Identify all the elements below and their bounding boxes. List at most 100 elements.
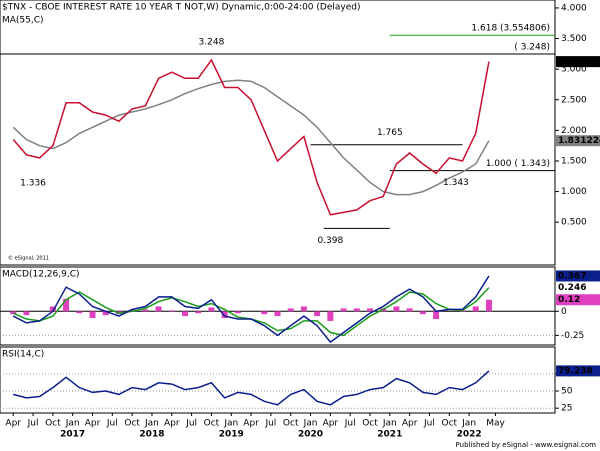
y-tick-label: 0 <box>561 307 567 317</box>
histogram-bar <box>340 308 347 312</box>
y-tick-label: 1.500 <box>561 156 587 166</box>
histogram-bar <box>129 309 136 312</box>
y-tick-label: 0.500 <box>561 218 587 228</box>
x-tick-label: Jul <box>423 419 435 429</box>
x-tick-label: Oct <box>442 419 458 429</box>
last-value-box <box>556 56 600 68</box>
x-tick-label: Oct <box>283 419 299 429</box>
histogram-bar <box>10 311 17 315</box>
x-tick-label: Jul <box>344 419 356 429</box>
annotation: 0.398 <box>317 236 343 246</box>
last-value-box <box>556 365 600 377</box>
chart-title: $TNX - CBOE INTEREST RATE 10 YEAR T NOT,… <box>2 3 360 13</box>
series-line <box>13 370 490 406</box>
last-value-box <box>556 282 600 294</box>
panel-title: MACD(12,26,9,C) <box>2 270 80 280</box>
last-value-box <box>556 135 600 147</box>
histogram-bar <box>406 308 413 312</box>
x-tick-label: Jan <box>303 419 318 429</box>
x-tick-label: May <box>486 419 505 429</box>
y-tick-label: 1.000 <box>561 187 587 197</box>
histogram-bar <box>49 306 56 312</box>
annotation: 1.765 <box>377 128 403 138</box>
x-tick-label: Oct <box>45 419 61 429</box>
histogram-bar <box>472 306 479 312</box>
last-value-label: 1.831224 <box>558 136 600 146</box>
y-tick-label: 3.500 <box>561 34 587 44</box>
histogram-bar <box>182 311 188 317</box>
last-value-label: 79.238 <box>558 366 593 376</box>
x-tick-label: Jan <box>65 419 80 429</box>
annotation: 3.248 <box>199 37 225 47</box>
x-tick-label: Apr <box>164 419 180 429</box>
series-line <box>12 275 490 344</box>
level-label: 1.000 ( 1.343) <box>486 159 550 169</box>
panel-title: MA(55,C) <box>2 16 44 26</box>
panel-frame <box>0 266 556 346</box>
last-value-label: 0.246 <box>558 283 586 293</box>
y-tick-label: -0.25 <box>561 331 584 341</box>
year-label: 2020 <box>298 430 323 440</box>
year-label: 2022 <box>457 430 482 440</box>
footer: Published by eSignal - www.esignal.com <box>456 441 597 449</box>
last-value-box <box>556 270 600 282</box>
y-tick-label: 2.500 <box>561 95 587 105</box>
y-tick-label: 50 <box>561 387 573 397</box>
histogram-bar <box>287 308 294 312</box>
year-label: 2017 <box>60 430 85 440</box>
x-tick-label: Apr <box>402 419 418 429</box>
histogram-bar <box>485 299 492 312</box>
histogram-bar <box>63 298 70 312</box>
histogram-bar <box>300 306 307 312</box>
histogram-bar <box>433 311 440 319</box>
x-tick-label: Jan <box>144 419 159 429</box>
histogram-bar <box>208 307 215 312</box>
histogram-bar <box>76 311 83 314</box>
x-tick-label: Oct <box>124 419 140 429</box>
x-tick-label: Jan <box>223 419 238 429</box>
histogram-bar <box>221 311 228 319</box>
x-tick-label: Apr <box>5 419 21 429</box>
histogram-bar <box>353 308 360 312</box>
x-tick-label: Oct <box>362 419 378 429</box>
histogram-bar <box>168 310 175 312</box>
copyright: © eSignal, 2011 <box>8 255 49 262</box>
x-tick-label: Jan <box>461 419 476 429</box>
x-tick-label: Apr <box>243 419 259 429</box>
histogram-bar <box>261 311 268 315</box>
year-label: 2019 <box>219 430 244 440</box>
level-label: 1.618 (3.554806) <box>471 24 550 34</box>
series-line <box>12 79 490 196</box>
histogram-bar <box>234 311 241 314</box>
histogram-bar <box>23 311 30 316</box>
y-tick-label: 25 <box>561 404 572 414</box>
panel-frame <box>0 0 556 266</box>
histogram-bar <box>393 306 400 312</box>
year-label: 2021 <box>377 430 402 440</box>
y-tick-label: 2.000 <box>561 126 587 136</box>
histogram-bar <box>142 309 149 312</box>
panel-frame <box>0 346 556 414</box>
y-tick-label: 4.000 <box>561 3 587 13</box>
last-value-label: 0.12 <box>558 295 580 305</box>
last-value-box <box>556 294 600 306</box>
x-tick-label: Jul <box>106 419 118 429</box>
last-value-label: 0.367 <box>558 271 586 281</box>
x-tick-label: Jul <box>185 419 197 429</box>
x-tick-label: Oct <box>204 419 220 429</box>
histogram-bar <box>102 311 109 316</box>
annotation: 1.343 <box>443 178 469 188</box>
panel-title: RSI(14,C) <box>2 350 44 360</box>
x-tick-label: Apr <box>85 419 101 429</box>
histogram-bar <box>419 311 426 315</box>
histogram-bar <box>155 306 162 312</box>
y-tick-label: 3.000 <box>561 65 587 75</box>
x-tick-label: Apr <box>323 419 339 429</box>
histogram-bar <box>89 311 96 319</box>
x-tick-label: Jul <box>27 419 39 429</box>
histogram-bar <box>274 311 281 317</box>
histogram-bar <box>195 311 202 314</box>
histogram-bar <box>314 311 321 317</box>
